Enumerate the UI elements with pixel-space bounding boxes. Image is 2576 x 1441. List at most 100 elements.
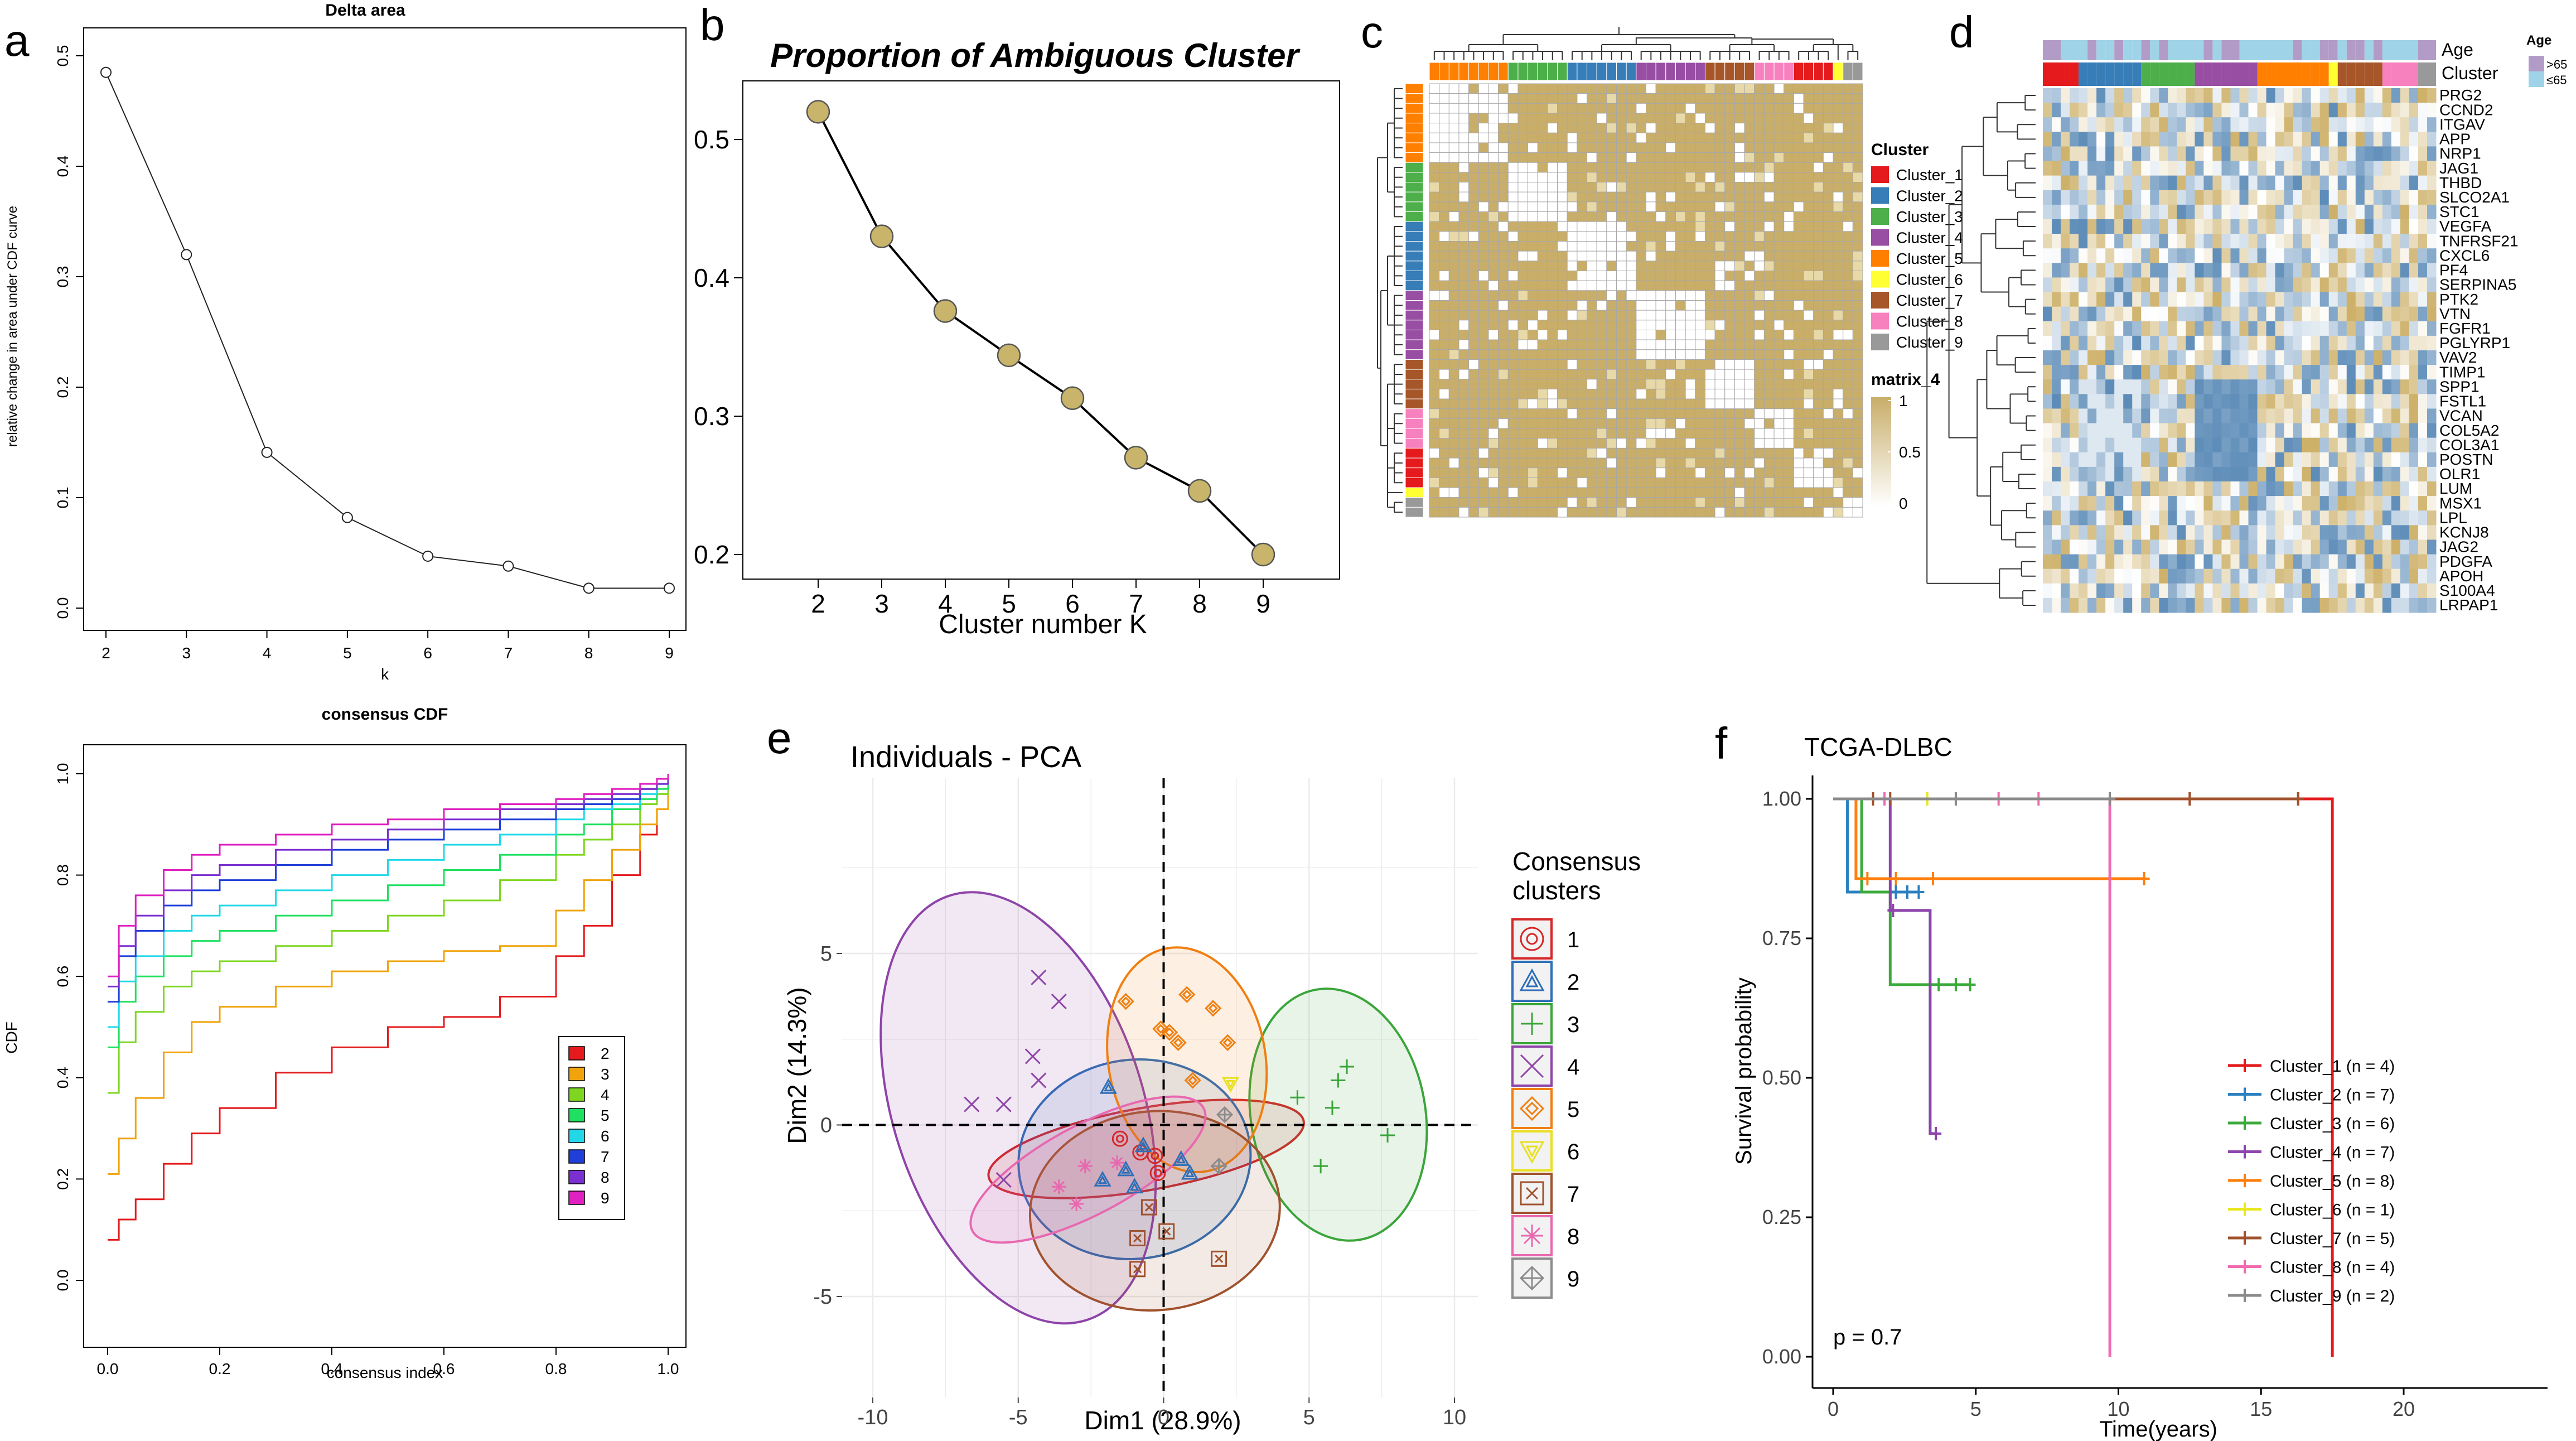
consensus-cell	[1448, 477, 1459, 488]
consensus-cell	[1517, 103, 1529, 114]
gene-cell	[2275, 277, 2285, 293]
consensus-cell	[1498, 349, 1509, 360]
gene-cell	[2043, 277, 2052, 293]
marker-part	[1185, 1168, 1195, 1177]
consensus-cell	[1478, 103, 1489, 114]
gene-cell	[2239, 554, 2249, 570]
consensus-cell	[1773, 477, 1785, 488]
gene-cell	[2257, 190, 2267, 205]
delta-area-xtick-label: 8	[584, 644, 593, 662]
consensus-cell	[1577, 250, 1588, 262]
gene-cell	[2391, 583, 2401, 599]
consensus-cell	[1596, 457, 1607, 469]
consensus-cell	[1577, 191, 1588, 203]
gene-cell	[2203, 496, 2213, 511]
gene-cell	[2275, 88, 2285, 103]
consensus-cell	[1665, 369, 1676, 380]
consensus-cell	[1528, 83, 1538, 94]
gene-cell	[2061, 219, 2070, 234]
consensus-cell	[1754, 457, 1765, 469]
consensus-cell	[1843, 447, 1853, 459]
gene-cell	[2293, 394, 2303, 409]
matrix-scale-title: matrix_4	[1871, 370, 1940, 389]
consensus-cell	[1665, 132, 1676, 143]
consensus-cell	[1596, 271, 1607, 281]
consensus-cell	[1517, 457, 1529, 469]
consensus-cell	[1498, 408, 1509, 419]
consensus-cell	[1507, 280, 1519, 291]
consensus-cell	[1843, 152, 1853, 163]
consensus-cell	[1439, 172, 1449, 183]
consensus-cell	[1616, 261, 1627, 272]
consensus-cell	[1517, 487, 1529, 498]
gene-cell	[2337, 190, 2347, 205]
gene-cell	[2141, 277, 2150, 293]
gene-cell	[2346, 292, 2356, 307]
gene-cell	[2123, 248, 2133, 263]
consensus-cell	[1813, 201, 1824, 213]
consensus-cell	[1704, 497, 1715, 508]
gene-cell	[2284, 350, 2294, 365]
gene-cell	[2427, 190, 2437, 205]
consensus-cell	[1567, 359, 1578, 370]
consensus-cell	[1577, 359, 1588, 370]
consensus-cell	[1852, 339, 1863, 350]
consensus-cell	[1557, 300, 1568, 311]
consensus-cell	[1704, 487, 1715, 498]
gene-cell	[2061, 597, 2070, 613]
consensus-cell	[1803, 339, 1814, 350]
consensus-cell	[1852, 280, 1863, 291]
pca-xtick-label: -5	[1009, 1406, 1028, 1429]
consensus-cell	[1754, 221, 1765, 232]
gene-cell	[2257, 132, 2267, 147]
gene-cell	[2043, 146, 2052, 162]
gene-cell	[2239, 321, 2249, 336]
gene-cell	[2293, 321, 2303, 336]
consensus-cell	[1468, 359, 1479, 370]
consensus-cell	[1695, 379, 1705, 389]
consensus-cell	[1616, 300, 1627, 311]
consensus-cell	[1537, 418, 1548, 429]
gene-cell	[2096, 597, 2106, 613]
consensus-cell	[1616, 132, 1627, 143]
gene-cell	[2070, 306, 2079, 322]
consensus-cell	[1744, 507, 1755, 518]
left-cluster-bar	[1405, 132, 1424, 143]
gene-cell	[2257, 510, 2267, 526]
gene-cell	[2346, 583, 2356, 599]
consensus-cell	[1724, 103, 1735, 114]
cdf-ytick-label: 1.0	[54, 763, 71, 785]
consensus-cell	[1714, 457, 1726, 469]
gene-cell	[2150, 161, 2159, 176]
gene-cell	[2150, 204, 2159, 220]
ambiguous-line	[817, 111, 1264, 556]
consensus-cell	[1557, 162, 1568, 173]
consensus-cell	[1784, 310, 1794, 321]
gene-cell	[2373, 452, 2383, 468]
consensus-cell	[1636, 271, 1646, 281]
consensus-cell	[1833, 261, 1844, 272]
consensus-cell	[1507, 103, 1519, 114]
gene-cell	[2114, 263, 2124, 278]
age-annotation-cell	[2364, 40, 2374, 60]
survival-title: TCGA-DLBC	[1804, 732, 1952, 762]
ambiguous-point	[869, 224, 894, 248]
gene-cell	[2221, 277, 2231, 293]
consensus-cell	[1724, 329, 1735, 340]
gene-cell	[2221, 248, 2231, 263]
gene-cell	[2212, 350, 2222, 365]
gene-cell	[2239, 496, 2249, 511]
consensus-cell	[1813, 379, 1824, 389]
gene-cell	[2087, 204, 2097, 220]
consensus-cell	[1793, 468, 1804, 478]
gene-cell	[2221, 365, 2231, 380]
gene-cell	[2284, 481, 2294, 497]
gene-cell	[2302, 554, 2312, 570]
consensus-cell	[1695, 300, 1705, 311]
gene-cell	[2328, 583, 2338, 599]
consensus-cell	[1478, 359, 1489, 370]
consensus-cell	[1714, 320, 1726, 330]
consensus-cell	[1843, 211, 1853, 222]
consensus-cell	[1655, 507, 1666, 518]
consensus-cell	[1587, 487, 1597, 498]
